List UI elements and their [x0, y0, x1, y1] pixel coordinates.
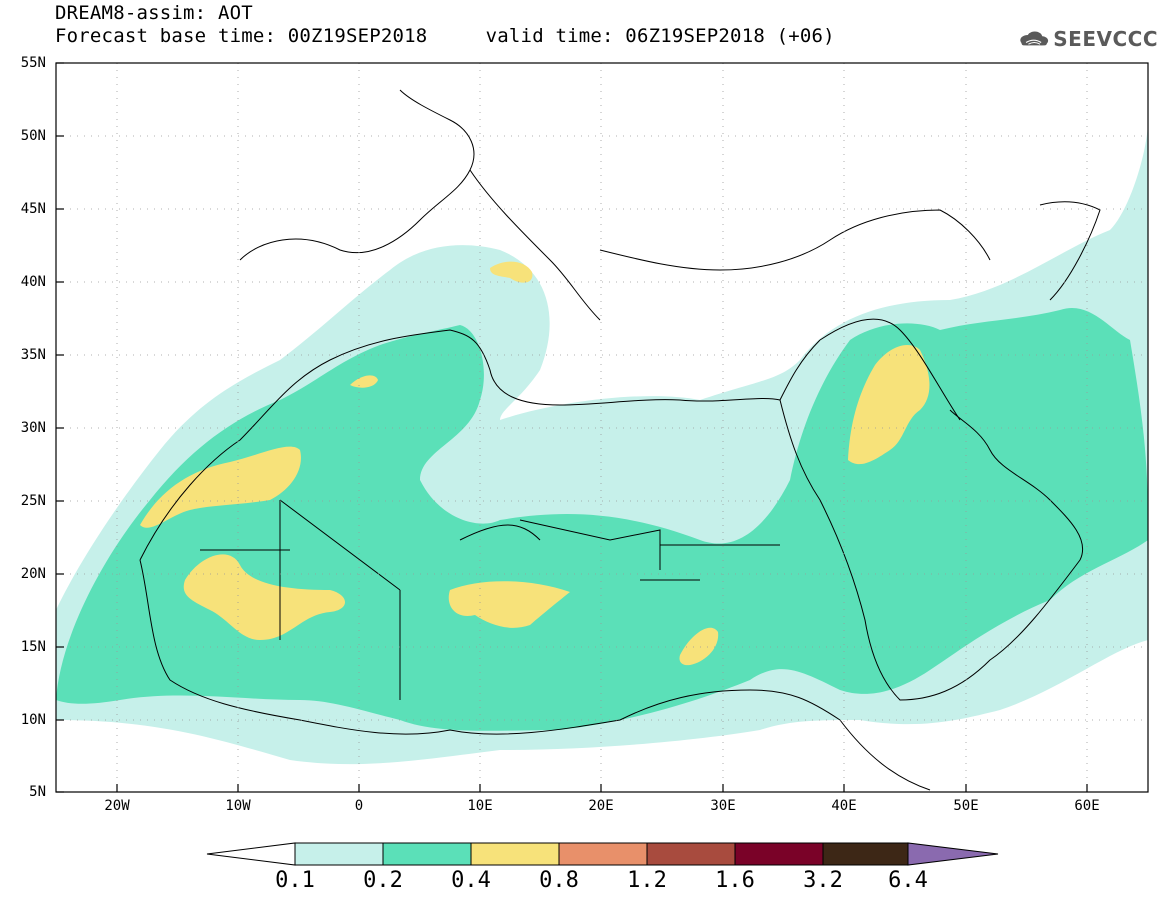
colorbar-swatch [294, 842, 384, 866]
lon-label: 40E [831, 798, 857, 814]
lat-label: 15N [20, 639, 46, 655]
lat-label: 20N [20, 566, 46, 582]
colorbar-swatch [558, 842, 648, 866]
lat-label: 25N [20, 493, 46, 509]
map-title: DREAM8-assim: AOT [55, 2, 253, 24]
colorbar-label: 0.8 [539, 868, 579, 893]
lat-label: 10N [20, 712, 46, 728]
aot-contour-0-4 [183, 554, 345, 640]
colorbar-label: 0.1 [275, 868, 315, 893]
lon-label: 50E [953, 798, 979, 814]
lon-label: 60E [1074, 798, 1100, 814]
lon-label: 10E [467, 798, 493, 814]
coastlines [139, 89, 1101, 791]
colorbar-swatch [470, 842, 560, 866]
aot-map [55, 62, 1149, 793]
aot-contour-0-4 [679, 627, 719, 666]
aot-contour-0-4 [350, 375, 378, 388]
lat-label: 50N [20, 128, 46, 144]
lon-label: 30E [710, 798, 736, 814]
colorbar-under-arrow [206, 842, 296, 866]
forecast-time-line: Forecast base time: 00Z19SEP2018 valid t… [55, 25, 835, 47]
lat-label: 5N [29, 784, 46, 800]
lat-label: 35N [20, 347, 46, 363]
lat-label: 40N [20, 274, 46, 290]
colorbar-over-arrow [907, 842, 999, 866]
colorbar-swatch [734, 842, 824, 866]
aot-contour-0-4 [140, 446, 301, 528]
lat-label: 55N [20, 55, 46, 71]
colorbar-label: 0.4 [451, 868, 491, 893]
colorbar-label: 3.2 [803, 868, 843, 893]
cloud-icon [1020, 31, 1049, 46]
aot-contour-0-4 [448, 581, 570, 628]
lon-label: 20W [104, 798, 130, 814]
aot-contour-0-4 [490, 261, 533, 283]
colorbar-swatch [646, 842, 736, 866]
seevccc-logo: SEEVCCC [1018, 22, 1158, 56]
lon-label: 10W [225, 798, 251, 814]
lon-label: 20E [588, 798, 614, 814]
lat-lon-grid [56, 63, 1148, 792]
colorbar-label: 0.2 [363, 868, 403, 893]
colorbar-swatch [382, 842, 472, 866]
colorbar-swatch [822, 842, 909, 866]
colorbar-label: 6.4 [888, 868, 928, 893]
colorbar [206, 842, 999, 866]
aot-contour-0-4 [848, 345, 930, 465]
colorbar-label: 1.2 [627, 868, 667, 893]
colorbar-label: 1.6 [715, 868, 755, 893]
lon-label: 0 [354, 798, 364, 814]
lat-label: 45N [20, 201, 46, 217]
lat-label: 30N [20, 420, 46, 436]
logo-text: SEEVCCC [1053, 27, 1158, 51]
aot-field [56, 120, 1148, 765]
axis-ticks [56, 62, 1088, 793]
